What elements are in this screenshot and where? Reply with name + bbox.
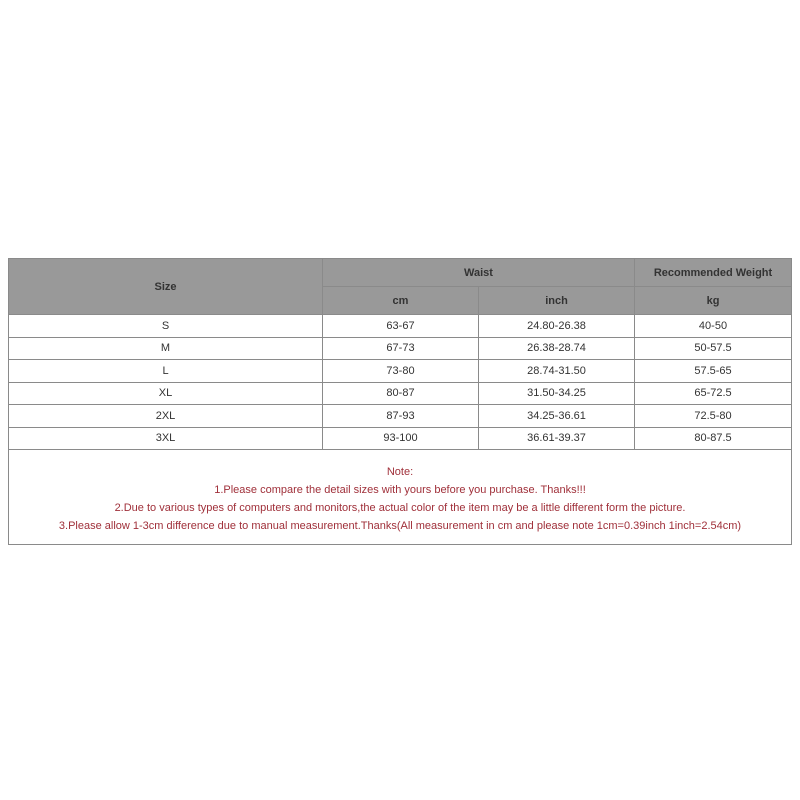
cell-inch: 26.38-28.74 — [478, 336, 635, 360]
cell-inch: 31.50-34.25 — [478, 381, 635, 405]
notes-row: Note: 1.Please compare the detail sizes … — [8, 449, 792, 545]
size-chart-table: Size Waist Recommended Weight cm inch kg… — [8, 258, 792, 545]
cell-size: S — [8, 314, 323, 338]
cell-inch: 36.61-39.37 — [478, 426, 635, 450]
cell-cm: 63-67 — [322, 314, 479, 338]
notes-cell: Note: 1.Please compare the detail sizes … — [8, 449, 792, 545]
cell-kg: 80-87.5 — [634, 426, 792, 450]
header-recommended-weight: Recommended Weight — [634, 258, 792, 287]
note-title: Note: — [386, 466, 414, 478]
cell-inch: 34.25-36.61 — [478, 404, 635, 428]
header-cm: cm — [322, 286, 479, 315]
cell-inch: 28.74-31.50 — [478, 359, 635, 383]
header-inch: inch — [478, 286, 635, 315]
note-line: 1.Please compare the detail sizes with y… — [214, 484, 586, 496]
table-row: XL 80-87 31.50-34.25 65-72.5 — [8, 381, 792, 405]
cell-kg: 40-50 — [634, 314, 792, 338]
note-line: 3.Please allow 1-3cm difference due to m… — [58, 520, 742, 532]
cell-cm: 93-100 — [322, 426, 479, 450]
cell-kg: 65-72.5 — [634, 381, 792, 405]
cell-cm: 67-73 — [322, 336, 479, 360]
note-line: 2.Due to various types of computers and … — [114, 502, 686, 514]
cell-kg: 57.5-65 — [634, 359, 792, 383]
cell-kg: 50-57.5 — [634, 336, 792, 360]
cell-inch: 24.80-26.38 — [478, 314, 635, 338]
cell-size: L — [8, 359, 323, 383]
table-row: M 67-73 26.38-28.74 50-57.5 — [8, 336, 792, 360]
table-row: 2XL 87-93 34.25-36.61 72.5-80 — [8, 404, 792, 428]
cell-size: 3XL — [8, 426, 323, 450]
cell-cm: 87-93 — [322, 404, 479, 428]
table-row: 3XL 93-100 36.61-39.37 80-87.5 — [8, 426, 792, 450]
cell-cm: 80-87 — [322, 381, 479, 405]
header-size: Size — [8, 258, 323, 315]
cell-size: M — [8, 336, 323, 360]
table-row: L 73-80 28.74-31.50 57.5-65 — [8, 359, 792, 383]
cell-size: 2XL — [8, 404, 323, 428]
header-kg: kg — [634, 286, 792, 315]
cell-size: XL — [8, 381, 323, 405]
cell-kg: 72.5-80 — [634, 404, 792, 428]
table-row: S 63-67 24.80-26.38 40-50 — [8, 314, 792, 338]
header-waist: Waist — [322, 258, 635, 287]
cell-cm: 73-80 — [322, 359, 479, 383]
